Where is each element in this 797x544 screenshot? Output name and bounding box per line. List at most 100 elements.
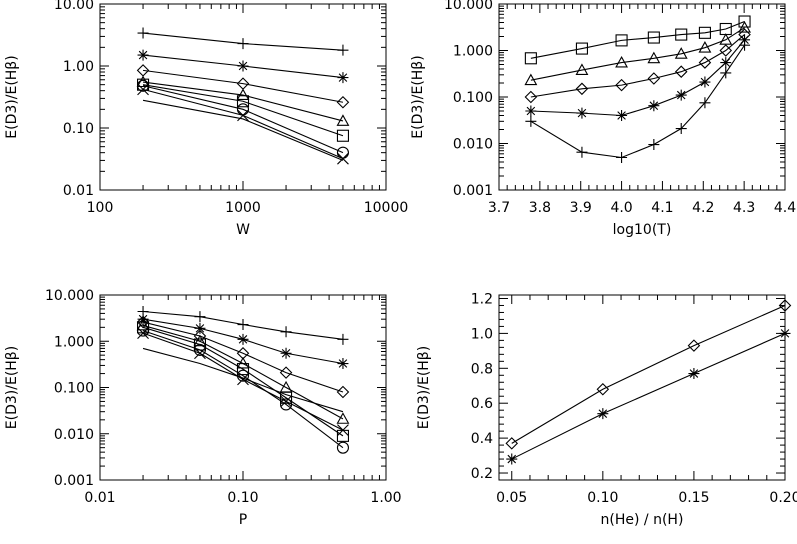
data-point-asterisk (194, 322, 206, 334)
data-point-triangle (524, 73, 538, 86)
data-point-triangle (698, 41, 712, 53)
series-1-plus (137, 27, 349, 56)
data-point-plus (280, 326, 292, 338)
data-point-asterisk (506, 453, 518, 465)
data-point-square (647, 31, 660, 44)
data-point-triangle (236, 356, 250, 369)
data-point-triangle (336, 114, 350, 126)
data-point-asterisk (688, 368, 700, 380)
y-tick-label: 0.6 (471, 396, 493, 412)
y-tick-label: 1.000 (453, 44, 493, 60)
data-point-diamond (687, 339, 701, 352)
y-tick-label: 10.000 (444, 0, 493, 13)
x-tick-label: 0.10 (587, 490, 618, 506)
x-axis-title: W (236, 222, 250, 238)
y-tick-label: 0.10 (63, 121, 94, 137)
data-point-plus (337, 44, 349, 56)
data-point-triangle (136, 318, 150, 331)
data-point-x (280, 395, 292, 408)
data-point-asterisk (337, 358, 349, 370)
data-point-x (337, 424, 349, 436)
data-point-asterisk (137, 49, 149, 61)
x-tick-label: 3.8 (529, 200, 551, 216)
series-line (142, 85, 344, 154)
data-point-triangle (719, 33, 733, 45)
data-point-plus (648, 139, 660, 151)
series-7-x (137, 83, 349, 165)
data-point-diamond (505, 437, 519, 450)
data-point-square (698, 26, 711, 39)
x-tick-label: 0.01 (84, 490, 115, 506)
y-tick-label: 0.001 (453, 183, 493, 199)
data-point-plus (616, 151, 628, 163)
data-point-asterisk (648, 100, 660, 112)
data-point-diamond (778, 299, 792, 312)
series-line (511, 304, 786, 444)
data-point-x (137, 83, 149, 96)
data-point-asterisk (237, 60, 249, 72)
data-point-circle (193, 343, 207, 356)
y-axis-title: E(D3)/E(Hβ) (4, 55, 20, 138)
series-3-diamond (524, 28, 751, 104)
series-2-asterisk (137, 49, 349, 84)
series-line (530, 44, 746, 159)
series-1-square (524, 15, 751, 65)
x-tick-label: 4.3 (733, 200, 755, 216)
data-point-asterisk (779, 327, 791, 339)
data-point-asterisk (337, 72, 349, 84)
series-2-triangle (524, 21, 751, 86)
series-line (530, 27, 745, 81)
chart-panel-1: 100 1000 10000 0.01 0.10 1.00 10.00 W E(D3)/E(Hβ… (4, 0, 408, 238)
data-point-triangle (674, 47, 688, 59)
series-line (142, 99, 344, 161)
data-point-asterisk (525, 105, 537, 117)
series-line (142, 69, 344, 103)
data-point-square (279, 391, 293, 404)
x-tick-label: 1000 (225, 200, 261, 216)
data-point-triangle (236, 88, 250, 100)
y-tick-label: 1.2 (471, 291, 493, 307)
data-point-asterisk (237, 333, 249, 345)
data-point-triangle (615, 55, 629, 68)
data-point-x (137, 327, 149, 339)
series-line (142, 330, 344, 449)
data-point-plus (699, 97, 711, 109)
data-point-plus (337, 333, 349, 345)
y-tick-label: 0.100 (54, 381, 94, 397)
data-point-plus (525, 115, 537, 127)
y-axis-title: E(D3)/E(Hβ) (4, 346, 20, 429)
data-point-x (237, 109, 249, 122)
data-point-plus (237, 38, 249, 50)
y-axis-title: E(D3)/E(Hβ) (416, 346, 432, 429)
x-tick-label: 10000 (364, 200, 409, 216)
data-point-x (337, 152, 349, 165)
data-point-circle (136, 79, 150, 92)
data-point-square (236, 363, 250, 376)
plot-frame (498, 294, 786, 481)
data-point-diamond (336, 385, 350, 399)
y-tick-label: 1.000 (54, 334, 94, 350)
y-axis-title: E(D3)/E(Hβ) (410, 55, 426, 138)
data-point-diamond (647, 72, 661, 85)
x-tick-label: 3.7 (488, 200, 510, 216)
data-point-square (236, 95, 250, 108)
series-1-diamond (505, 299, 792, 450)
x-tick-label: 0.05 (496, 490, 527, 506)
x-axis-title: P (239, 512, 247, 528)
data-point-diamond (596, 382, 610, 396)
x-tick-label: 1.00 (370, 490, 401, 506)
y-tick-label: 10.000 (45, 288, 94, 304)
x-tick-label: 4.1 (651, 200, 673, 216)
x-tick-label: 0.10 (227, 490, 258, 506)
x-tick-label: 100 (87, 200, 114, 216)
series-2-asterisk (506, 327, 791, 465)
x-tick-label: 4.4 (774, 200, 796, 216)
x-tick-label: 0.20 (769, 490, 797, 506)
x-tick-label: 4.0 (610, 200, 632, 216)
series-8-none (142, 99, 344, 161)
data-point-square (336, 129, 350, 142)
data-point-asterisk (699, 76, 711, 88)
y-tick-label: 0.8 (471, 361, 493, 377)
series-line (530, 34, 745, 98)
data-point-triangle (193, 334, 207, 347)
